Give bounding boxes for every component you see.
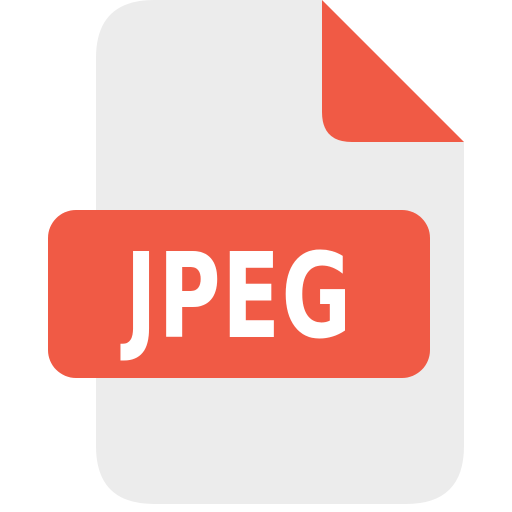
label-badge [48,210,430,378]
folded-corner [322,0,464,142]
file-type-label: JPEG [125,227,353,365]
